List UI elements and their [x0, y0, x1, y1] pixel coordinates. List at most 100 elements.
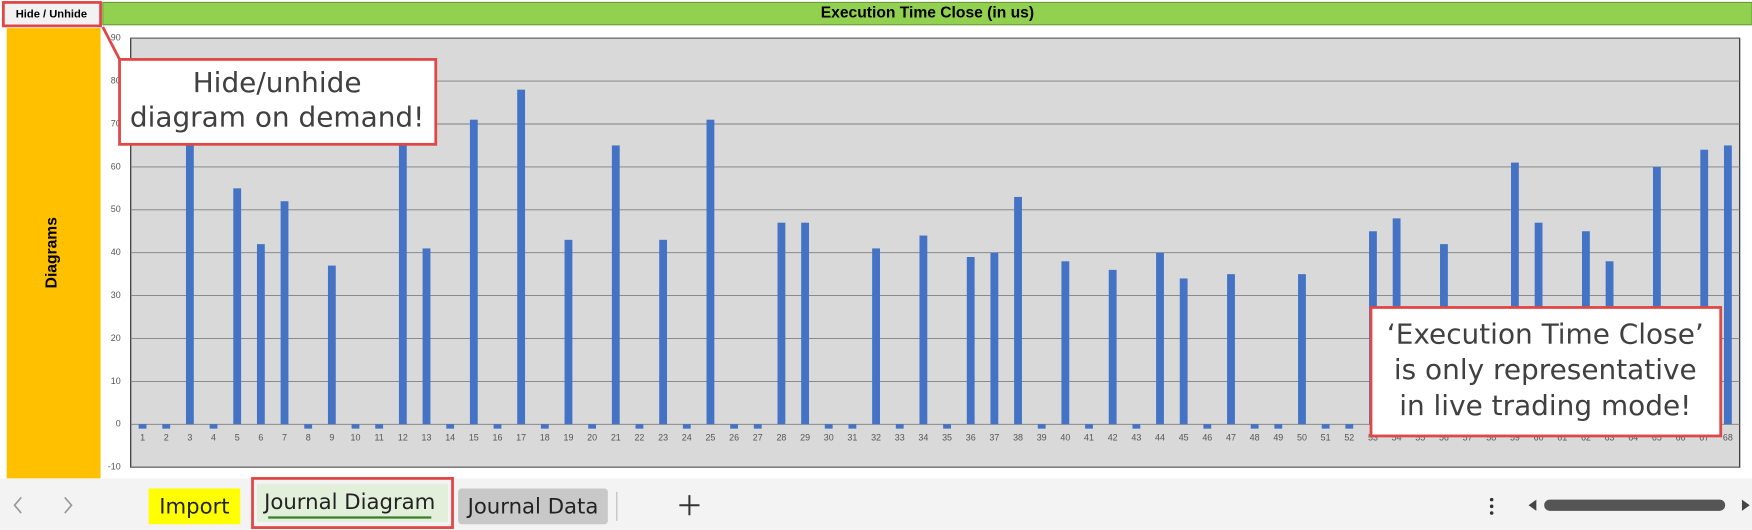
x-tick-label: 55: [1415, 433, 1425, 443]
x-tick-label: 4: [211, 433, 216, 443]
y-tick-label: -10: [108, 462, 121, 472]
bar: [990, 252, 999, 425]
sidebar-label: Diagrams: [44, 217, 61, 289]
bar: [1108, 269, 1117, 425]
bar: [895, 424, 904, 429]
x-tick-label: 40: [1060, 433, 1070, 443]
bar: [1700, 149, 1709, 425]
tab[interactable]: [458, 488, 608, 525]
bar: [777, 222, 786, 425]
x-tick-label: 56: [1439, 433, 1449, 443]
x-tick-label: 39: [1037, 433, 1047, 443]
callout-box: [118, 58, 438, 146]
y-tick-label: 70: [111, 118, 121, 128]
hide-button[interactable]: [1, 1, 102, 28]
x-tick-label: 60: [1534, 433, 1544, 443]
title-bar: [102, 1, 1752, 26]
bar: [872, 248, 880, 425]
x-tick-label: 63: [1605, 433, 1615, 443]
tab-highlight: [251, 477, 454, 529]
callout-text: diagram on demand!: [130, 101, 424, 134]
bar: [1203, 424, 1212, 429]
x-tick-label: 19: [563, 433, 573, 443]
bar: [564, 239, 573, 425]
hide-button-label[interactable]: Hide / Unhide: [16, 9, 87, 21]
bar: [919, 235, 928, 425]
tab-label[interactable]: Journal Diagram: [262, 490, 435, 515]
x-tick-label: 52: [1344, 433, 1354, 443]
tab-label[interactable]: Import: [159, 494, 229, 519]
y-tick-label: 30: [111, 290, 121, 300]
chart-title: Execution Time Close (in us): [821, 5, 1034, 22]
bar: [588, 424, 597, 429]
bar: [517, 89, 526, 425]
callout-text: in live trading mode!: [1399, 389, 1691, 422]
tab[interactable]: [148, 488, 241, 525]
x-tick-label: 6: [258, 433, 263, 443]
bar: [1511, 162, 1519, 425]
callout-text: Hide/unhide: [193, 66, 362, 99]
bar: [848, 424, 857, 429]
bar: [943, 424, 951, 429]
x-tick-label: 38: [1013, 433, 1023, 443]
bar: [1227, 274, 1235, 425]
callout-text: is only representative: [1394, 353, 1697, 386]
x-tick-label: 46: [1202, 433, 1212, 443]
x-tick-label: 26: [729, 433, 739, 443]
callout-pointer: [101, 26, 121, 61]
bar: [1037, 424, 1046, 429]
x-tick-label: 59: [1510, 433, 1520, 443]
tab[interactable]: [256, 484, 449, 522]
scroll-thumb[interactable]: [1544, 499, 1726, 511]
x-tick-label: 20: [587, 433, 597, 443]
y-tick-label: 80: [111, 75, 121, 85]
x-tick-label: 16: [493, 433, 503, 443]
bar: [1132, 424, 1141, 429]
x-tick-label: 14: [445, 433, 455, 443]
x-tick-label: 68: [1723, 433, 1733, 443]
bar: [398, 132, 407, 425]
x-tick-label: 7: [282, 433, 287, 443]
x-tick-label: 48: [1250, 433, 1260, 443]
scroll-left[interactable]: [1528, 499, 1537, 511]
x-tick-label: 27: [753, 433, 763, 443]
x-tick-label: 37: [989, 433, 999, 443]
next-sheet[interactable]: [64, 496, 73, 514]
more-menu[interactable]: [1489, 497, 1494, 515]
bar: [327, 265, 336, 425]
prev-sheet[interactable]: [13, 496, 22, 514]
x-tick-label: 11: [375, 433, 384, 443]
add-sheet[interactable]: [679, 495, 700, 516]
bar: [1250, 424, 1259, 429]
bar: [966, 256, 975, 425]
x-tick-label: 25: [705, 433, 715, 443]
callout-box: [1369, 306, 1723, 438]
bar: [469, 119, 478, 425]
x-tick-label: 10: [351, 433, 361, 443]
bar: [375, 424, 384, 429]
x-tick-label: 30: [824, 433, 834, 443]
x-tick-label: 24: [682, 433, 692, 443]
x-tick-label: 8: [306, 433, 311, 443]
x-tick-label: 36: [966, 433, 976, 443]
x-tick-label: 54: [1392, 433, 1402, 443]
bar: [351, 424, 360, 429]
bar: [611, 145, 620, 425]
x-tick-label: 23: [658, 433, 668, 443]
x-tick-label: 66: [1676, 433, 1686, 443]
bar: [540, 424, 549, 429]
sidebar: [6, 28, 101, 479]
x-tick-label: 21: [611, 433, 621, 443]
x-tick-label: 64: [1628, 433, 1638, 443]
x-tick-label: 42: [1108, 433, 1118, 443]
tab-label[interactable]: Journal Data: [466, 494, 599, 519]
x-tick-label: 32: [871, 433, 881, 443]
bar: [635, 424, 644, 429]
y-tick-label: 50: [111, 204, 121, 214]
x-tick-label: 35: [942, 433, 952, 443]
scroll-right[interactable]: [1741, 499, 1750, 511]
x-tick-label: 1: [140, 433, 145, 443]
x-tick-label: 65: [1652, 433, 1662, 443]
x-tick-label: 49: [1273, 433, 1283, 443]
